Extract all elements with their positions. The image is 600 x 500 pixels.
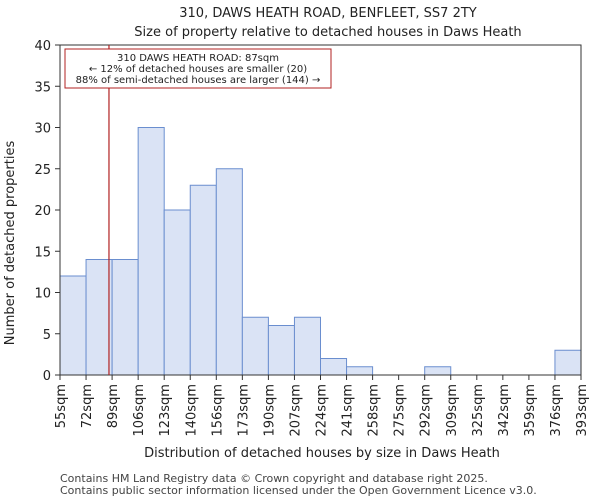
y-tick-label: 0 <box>43 369 51 384</box>
bar-292sqm <box>424 366 452 376</box>
annotation-line3: 88% of semi-detached houses are larger (… <box>76 75 321 86</box>
x-tick-label: 376sqm <box>549 384 564 437</box>
annotation-line2: ← 12% of detached houses are smaller (20… <box>89 64 307 75</box>
x-tick-label: 393sqm <box>575 384 590 437</box>
y-tick-label: 10 <box>34 287 51 302</box>
y-tick-label: 25 <box>34 163 51 178</box>
x-tick-label: 72sqm <box>80 384 95 428</box>
chart-title-line2: Size of property relative to detached ho… <box>134 25 521 40</box>
bar-376sqm <box>554 349 582 376</box>
y-tick-label: 40 <box>34 39 51 54</box>
chart-title-line1: 310, DAWS HEATH ROAD, BENFLEET, SS7 2TY <box>179 6 477 21</box>
x-tick-label: 342sqm <box>497 384 512 437</box>
y-tick-label: 20 <box>34 204 51 219</box>
bar-123sqm <box>163 209 191 376</box>
x-tick-label: 309sqm <box>445 384 460 437</box>
annotation-border <box>64 48 332 89</box>
x-tick-label: 173sqm <box>236 384 251 437</box>
x-tick-label: 359sqm <box>523 384 538 437</box>
bar-241sqm <box>346 366 374 376</box>
y-tick-label: 35 <box>34 80 51 95</box>
x-tick-label: 292sqm <box>419 384 434 437</box>
footer-line2: Contains public sector information licen… <box>60 484 537 497</box>
y-tick-label: 30 <box>34 122 51 137</box>
x-tick-label: 55sqm <box>54 384 69 428</box>
bar-156sqm <box>215 168 243 376</box>
x-tick-label: 224sqm <box>315 384 330 437</box>
footer-line1: Contains HM Land Registry data © Crown c… <box>60 472 488 485</box>
plot-frame <box>59 44 582 376</box>
x-tick-label: 156sqm <box>210 384 225 437</box>
x-tick-label: 258sqm <box>367 384 382 437</box>
x-tick-label: 140sqm <box>184 384 199 437</box>
bar-55sqm <box>59 275 87 376</box>
x-tick-label: 325sqm <box>471 384 486 437</box>
x-tick-label: 207sqm <box>288 384 303 437</box>
y-tick-label: 5 <box>43 328 51 343</box>
x-tick-label: 89sqm <box>106 384 121 428</box>
y-axis-label: Number of detached properties <box>3 141 18 346</box>
x-tick-label: 123sqm <box>158 384 173 437</box>
bar-140sqm <box>189 184 217 376</box>
bar-190sqm <box>267 325 295 376</box>
bar-106sqm <box>137 127 165 376</box>
x-axis-ticks: 55sqm 72sqm 89sqm 106sqm 123sqm 140sqm 156sqm 1… <box>54 375 590 437</box>
x-tick-label: 241sqm <box>341 384 356 437</box>
annotation-box: 310 DAWS HEATH ROAD: 87sqm ← 12% of deta… <box>64 48 332 89</box>
y-axis-ticks: 0 5 10 15 20 25 30 35 40 <box>34 39 60 384</box>
x-tick-label: 275sqm <box>393 384 408 437</box>
x-tick-label: 190sqm <box>262 384 277 437</box>
bar-89sqm <box>111 259 139 376</box>
x-axis-label: Distribution of detached houses by size … <box>144 446 500 461</box>
bars-group <box>59 127 582 376</box>
bar-173sqm <box>241 316 269 376</box>
x-tick-label: 106sqm <box>132 384 147 437</box>
bar-72sqm <box>85 259 113 376</box>
bar-224sqm <box>320 358 348 376</box>
y-tick-label: 15 <box>34 245 51 260</box>
bar-207sqm <box>293 316 322 376</box>
annotation-line1: 310 DAWS HEATH ROAD: 87sqm <box>117 53 279 64</box>
